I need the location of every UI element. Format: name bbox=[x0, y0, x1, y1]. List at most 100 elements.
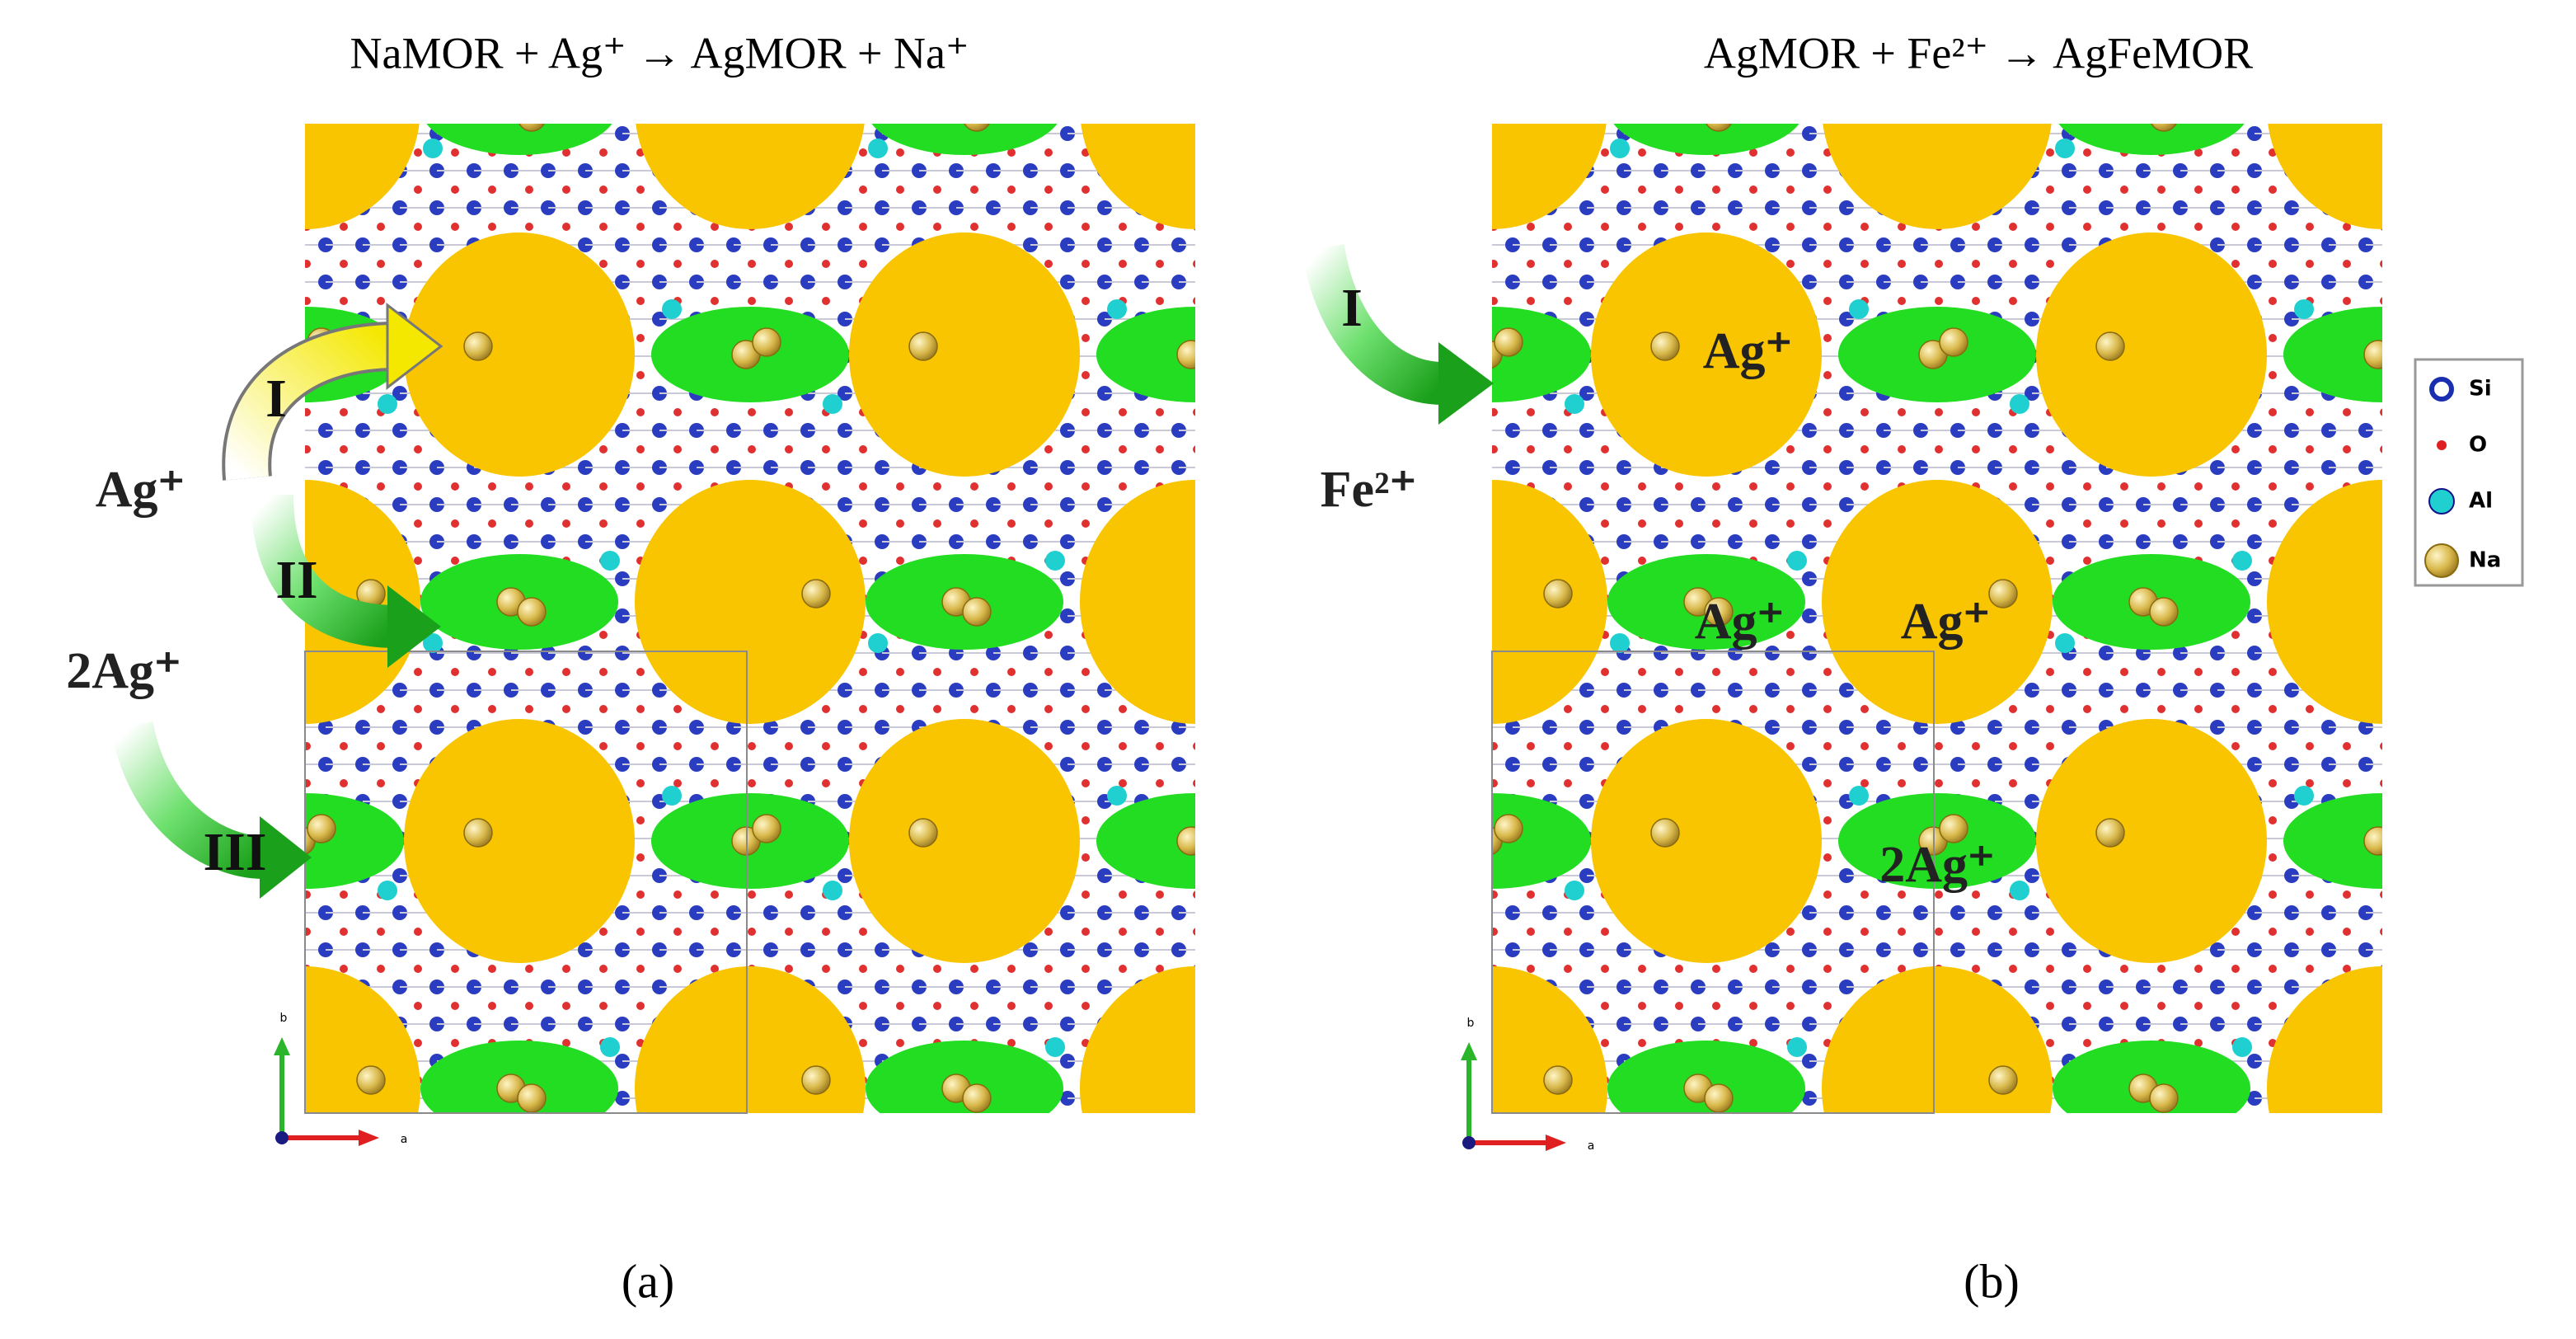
o-atom bbox=[896, 705, 904, 713]
si-atom bbox=[281, 942, 296, 957]
o-atom bbox=[711, 260, 719, 268]
o-atom bbox=[2231, 111, 2240, 120]
o-atom bbox=[414, 260, 422, 268]
al-atom bbox=[1045, 551, 1065, 571]
si-atom bbox=[2099, 1128, 2114, 1143]
o-atom bbox=[970, 111, 978, 120]
o-atom bbox=[785, 223, 793, 231]
o-atom bbox=[748, 408, 756, 416]
o-atom bbox=[636, 705, 645, 713]
o-atom bbox=[1193, 779, 1195, 787]
o-atom bbox=[1786, 148, 1795, 157]
o-atom bbox=[1119, 705, 1127, 713]
o-atom bbox=[1527, 742, 1535, 750]
o-atom bbox=[1601, 186, 1609, 194]
o-atom bbox=[1119, 928, 1127, 936]
o-atom bbox=[636, 816, 645, 825]
o-atom bbox=[2157, 1113, 2165, 1121]
o-atom bbox=[2231, 482, 2240, 491]
o-atom bbox=[1860, 705, 1869, 713]
o-atom bbox=[1044, 519, 1053, 528]
o-atom bbox=[1044, 1002, 1053, 1010]
o-atom bbox=[822, 111, 830, 120]
o-atom bbox=[562, 1002, 570, 1010]
o-atom bbox=[414, 148, 422, 157]
o-atom bbox=[748, 260, 756, 268]
o-atom bbox=[414, 445, 422, 453]
o-atom bbox=[1860, 260, 1869, 268]
o-atom bbox=[933, 668, 941, 676]
panel-caption: (b) bbox=[1964, 1254, 2020, 1308]
legend-entry: Al bbox=[2469, 489, 2493, 514]
o-atom bbox=[1564, 779, 1572, 787]
o-atom bbox=[2120, 1113, 2128, 1121]
o-atom bbox=[2046, 223, 2054, 231]
al-atom bbox=[1610, 633, 1630, 653]
o-atom bbox=[711, 408, 719, 416]
o-atom bbox=[2083, 148, 2091, 157]
o-atom bbox=[785, 779, 793, 787]
side-pocket bbox=[2283, 307, 2382, 402]
o-atom bbox=[748, 928, 756, 936]
o-atom bbox=[1601, 148, 1609, 157]
o-atom bbox=[340, 408, 348, 416]
o-atom bbox=[1898, 297, 1906, 305]
o-atom bbox=[1749, 111, 1757, 120]
al-atom bbox=[2455, 881, 2475, 900]
o-atom bbox=[1119, 111, 1127, 120]
o-atom bbox=[748, 111, 756, 120]
al-atom bbox=[217, 299, 237, 319]
na-atom bbox=[2149, 1083, 2179, 1113]
o-atom bbox=[340, 223, 348, 231]
o-atom bbox=[1044, 260, 1053, 268]
o-atom bbox=[1823, 111, 1832, 120]
al-atom bbox=[823, 394, 842, 414]
panel-title: AgMOR + Fe²⁺ → AgFeMOR bbox=[1704, 28, 2253, 78]
o-atom bbox=[340, 260, 348, 268]
o-atom bbox=[1082, 1113, 1090, 1121]
si-atom bbox=[2321, 1128, 2336, 1143]
o-atom bbox=[2194, 519, 2203, 528]
na-atom bbox=[1704, 597, 1734, 627]
o-atom bbox=[562, 111, 570, 120]
o-atom bbox=[1786, 519, 1795, 528]
si-atom bbox=[504, 1128, 518, 1143]
o-atom bbox=[2269, 482, 2277, 491]
o-atom bbox=[1527, 445, 1535, 453]
si-atom bbox=[1654, 1128, 1668, 1143]
o-atom bbox=[2120, 482, 2128, 491]
o-atom bbox=[562, 223, 570, 231]
o-atom bbox=[822, 779, 830, 787]
o-atom bbox=[2343, 965, 2351, 973]
o-atom bbox=[1972, 890, 1980, 899]
o-atom bbox=[599, 260, 608, 268]
o-atom bbox=[2083, 1113, 2091, 1121]
o-atom bbox=[1638, 223, 1646, 231]
o-atom bbox=[377, 111, 385, 120]
o-atom bbox=[1156, 1113, 1164, 1121]
si-atom bbox=[2173, 1128, 2188, 1143]
o-atom bbox=[2343, 928, 2351, 936]
o-atom bbox=[1156, 965, 1164, 973]
o-atom bbox=[2046, 519, 2054, 528]
o-atom bbox=[1527, 260, 1535, 268]
o-atom bbox=[1712, 668, 1720, 676]
o-atom bbox=[1193, 742, 1195, 750]
o-atom bbox=[1492, 445, 1498, 453]
o-atom bbox=[2194, 111, 2203, 120]
large-channel bbox=[1081, 124, 1195, 229]
o-atom bbox=[2343, 111, 2351, 120]
large-channel bbox=[305, 966, 420, 1113]
o-atom bbox=[859, 260, 867, 268]
large-channel bbox=[2268, 124, 2382, 229]
o-atom bbox=[2231, 631, 2240, 639]
o-atom bbox=[1527, 111, 1535, 120]
o-atom bbox=[599, 742, 608, 750]
o-atom bbox=[1898, 965, 1906, 973]
o-atom bbox=[2269, 334, 2277, 342]
o-atom bbox=[1823, 445, 1832, 453]
o-atom bbox=[1193, 928, 1195, 936]
si-atom bbox=[281, 980, 296, 994]
o-atom bbox=[673, 445, 682, 453]
si-atom bbox=[1468, 571, 1483, 586]
